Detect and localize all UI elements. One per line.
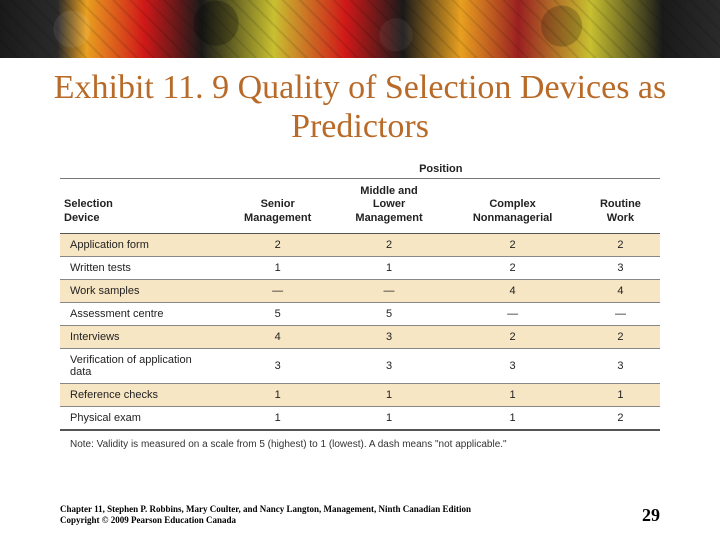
row-label: Interviews — [60, 325, 222, 348]
slide-footer: Chapter 11, Stephen P. Robbins, Mary Cou… — [60, 504, 660, 527]
row-label: Assessment centre — [60, 302, 222, 325]
cell: 4 — [581, 279, 660, 302]
row-label: Work samples — [60, 279, 222, 302]
cell: 1 — [222, 256, 334, 279]
table-row: Verification of application data3333 — [60, 348, 660, 383]
cell: 3 — [222, 348, 334, 383]
credit-text: Chapter 11, Stephen P. Robbins, Mary Cou… — [60, 504, 471, 527]
credit-line-1: Chapter 11, Stephen P. Robbins, Mary Cou… — [60, 504, 471, 515]
cell: 4 — [444, 279, 581, 302]
row-label: Verification of application data — [60, 348, 222, 383]
cell: 2 — [444, 256, 581, 279]
slide-title: Exhibit 11. 9 Quality of Selection Devic… — [40, 68, 680, 146]
cell: 2 — [444, 325, 581, 348]
cell: 3 — [581, 256, 660, 279]
page-number: 29 — [642, 505, 660, 526]
col-blank — [60, 158, 222, 179]
column-header: Complex Nonmanagerial — [444, 179, 581, 234]
column-header: Senior Management — [222, 179, 334, 234]
column-header: Routine Work — [581, 179, 660, 234]
decorative-banner — [0, 0, 720, 58]
row-label: Reference checks — [60, 383, 222, 406]
cell: 4 — [222, 325, 334, 348]
table-row: Written tests1123 — [60, 256, 660, 279]
table-row: Physical exam1112 — [60, 406, 660, 430]
row-label: Application form — [60, 233, 222, 256]
table-note: Note: Validity is measured on a scale fr… — [60, 431, 660, 450]
cell: 3 — [444, 348, 581, 383]
cell: 2 — [222, 233, 334, 256]
cell: 2 — [444, 233, 581, 256]
table-body: Application form2222Written tests1123Wor… — [60, 233, 660, 430]
cell: — — [222, 279, 334, 302]
cell: 2 — [581, 325, 660, 348]
cell: 3 — [334, 348, 444, 383]
column-header: Middle andLower Management — [334, 179, 444, 234]
column-header: SelectionDevice — [60, 179, 222, 234]
cell: — — [444, 302, 581, 325]
column-headers: SelectionDeviceSenior ManagementMiddle a… — [60, 179, 660, 234]
table-row: Reference checks1111 — [60, 383, 660, 406]
cell: 5 — [334, 302, 444, 325]
table-row: Assessment centre55—— — [60, 302, 660, 325]
cell: 1 — [222, 383, 334, 406]
table-row: Interviews4322 — [60, 325, 660, 348]
cell: 2 — [581, 233, 660, 256]
cell: 2 — [334, 233, 444, 256]
cell: — — [334, 279, 444, 302]
cell: 1 — [334, 256, 444, 279]
cell: 3 — [581, 348, 660, 383]
group-header: Position — [222, 158, 660, 179]
table-row: Work samples——44 — [60, 279, 660, 302]
cell: 1 — [444, 406, 581, 430]
cell: 1 — [334, 406, 444, 430]
cell: 1 — [444, 383, 581, 406]
credit-line-2: Copyright © 2009 Pearson Education Canad… — [60, 515, 471, 526]
cell: — — [581, 302, 660, 325]
cell: 5 — [222, 302, 334, 325]
row-label: Physical exam — [60, 406, 222, 430]
cell: 1 — [581, 383, 660, 406]
cell: 1 — [222, 406, 334, 430]
cell: 2 — [581, 406, 660, 430]
selection-devices-table: Position SelectionDeviceSenior Managemen… — [60, 158, 660, 431]
row-label: Written tests — [60, 256, 222, 279]
table-container: Position SelectionDeviceSenior Managemen… — [60, 158, 660, 450]
cell: 1 — [334, 383, 444, 406]
table-row: Application form2222 — [60, 233, 660, 256]
cell: 3 — [334, 325, 444, 348]
